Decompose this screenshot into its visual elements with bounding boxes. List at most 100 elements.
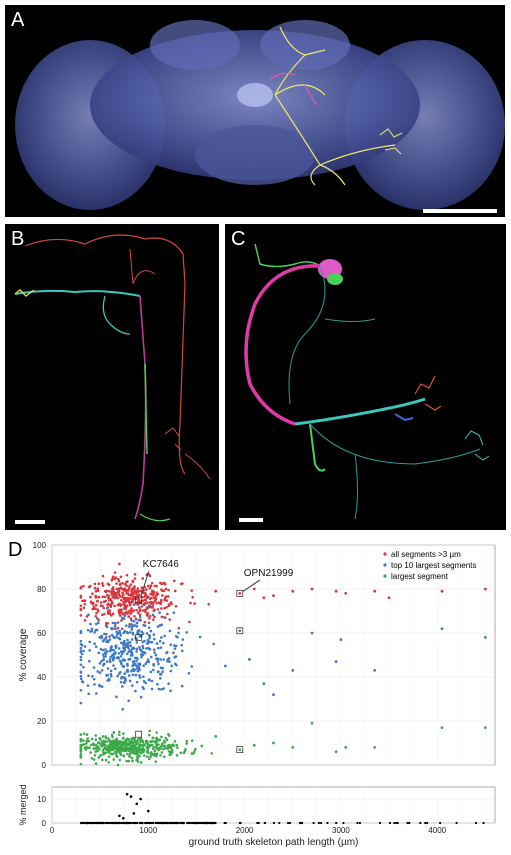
data-point [262,682,266,685]
data-point [86,821,89,825]
data-point [180,649,184,653]
data-point [146,584,150,588]
data-point [161,670,164,674]
panel-b-neuron-image: B [5,224,219,530]
data-point [108,635,111,638]
data-point [135,650,138,653]
data-point [108,612,112,615]
data-point [116,741,120,745]
data-point [145,588,148,591]
data-point [169,643,173,647]
data-point [167,743,171,747]
data-point [110,579,114,582]
data-point [163,597,167,600]
data-point [167,604,171,607]
data-point [122,631,125,635]
series-0 [79,562,487,639]
data-point [103,595,107,599]
data-point [140,739,144,742]
data-point [80,821,83,825]
data-point [82,739,85,742]
data-point [214,589,218,593]
data-point [149,740,153,744]
data-point [191,821,195,825]
data-point [135,680,139,684]
data-point [174,604,178,608]
data-point [139,737,142,740]
y-tick-label: 0 [42,761,47,770]
data-point [166,612,169,616]
data-point [128,754,131,757]
data-point [113,621,117,625]
data-point [114,627,117,631]
data-point [133,656,137,660]
data-point [148,636,151,640]
data-point [99,821,102,825]
data-point [113,604,116,608]
data-point [141,577,145,580]
data-point [179,751,183,755]
data-point [124,597,128,600]
data-point [120,675,124,679]
data-point [128,603,132,607]
data-point [131,673,135,677]
data-point [132,812,136,815]
data-point [117,577,120,581]
data-point [159,747,162,750]
data-point [130,744,133,748]
data-point [131,664,134,668]
data-point [123,614,127,618]
highlight-leader [140,571,150,598]
data-point [96,599,99,603]
data-point [84,748,88,751]
scale-bar-c [239,518,263,522]
data-point [154,754,158,758]
data-point [125,742,128,746]
data-point [151,736,155,740]
data-point [147,809,150,813]
data-point [148,678,151,682]
data-point [130,628,133,631]
data-point [162,739,166,743]
data-point [288,821,292,825]
data-point [188,620,191,624]
data-point [100,668,104,672]
data-point [132,646,135,650]
data-point [161,594,164,597]
data-point [169,601,173,604]
y-axis-label: % merged [18,784,28,825]
data-point [128,609,131,612]
data-point [155,601,159,605]
data-point [158,611,161,615]
data-point [164,821,167,825]
data-point [142,743,146,747]
data-point [144,598,147,602]
data-point [137,597,141,601]
data-point [167,588,170,592]
data-point [116,603,120,607]
data-point [127,650,131,653]
data-point [147,621,151,625]
data-point [182,821,185,825]
data-point [167,682,170,685]
data-point [157,662,160,666]
data-point [121,595,124,599]
data-point [145,821,148,825]
data-point [155,740,158,744]
highlight-marker [135,596,143,604]
data-point [159,754,162,757]
data-point [140,605,144,608]
data-point [97,582,100,586]
data-point [130,737,134,740]
data-point [117,611,121,614]
data-point [112,590,116,594]
data-point [80,680,84,683]
data-point [177,626,181,630]
data-point [127,589,130,592]
data-point [119,603,123,607]
data-point [117,730,121,734]
y-tick-label: 40 [37,673,46,682]
data-point [378,821,382,825]
data-point [106,621,110,625]
data-point [137,665,140,668]
